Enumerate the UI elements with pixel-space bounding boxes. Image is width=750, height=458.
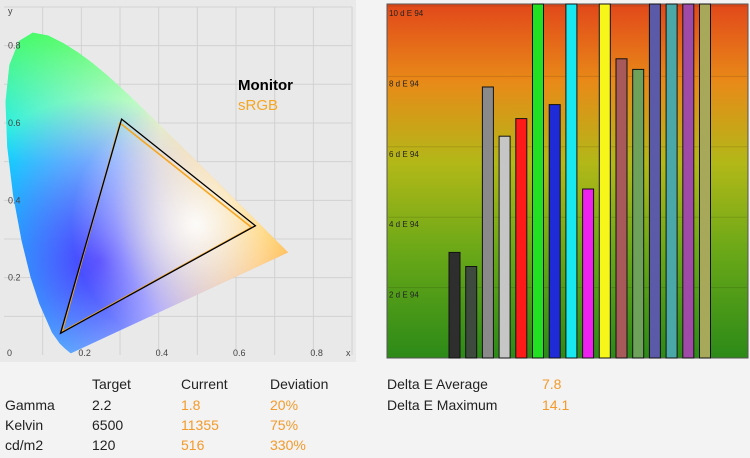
delta-e-average-label: Delta E Average (387, 376, 488, 392)
delta-e-maximum-value: 14.1 (542, 397, 570, 413)
delta-e-bar (465, 266, 478, 359)
delta-e-average-value: 7.8 (542, 376, 562, 392)
cie-y-tick-label: 0.6 (8, 118, 21, 128)
delta-e-bar (448, 251, 461, 359)
delta-e-bar (582, 188, 595, 359)
header-current: Current (181, 376, 228, 392)
gamma-deviation: 20% (270, 397, 299, 413)
legend-monitor: Monitor (238, 77, 293, 94)
luminance-deviation: 330% (270, 437, 306, 453)
row-label-kelvin: Kelvin (5, 417, 44, 433)
delta-e-y-tick-label: 10 d E 94 (389, 9, 424, 18)
legend-srgb: sRGB (238, 97, 278, 114)
cie-y-tick-label: 0.4 (8, 195, 21, 205)
delta-e-maximum-label: Delta E Maximum (387, 397, 498, 413)
delta-e-tick-labels: 2 d E 94 4 d E 94 6 d E 94 8 d E 94 10 d E 9… (389, 9, 424, 300)
gamma-current: 1.8 (181, 397, 201, 413)
cie-x-tick-label: 0 (7, 348, 12, 358)
row-label-luminance: cd/m2 (5, 437, 44, 453)
delta-e-y-tick-label: 6 d E 94 (389, 150, 419, 159)
delta-e-bar (565, 3, 578, 359)
kelvin-deviation: 75% (270, 417, 299, 433)
luminance-target: 120 (92, 437, 116, 453)
row-label-gamma: Gamma (5, 397, 55, 413)
cie-y-axis-label: y (8, 6, 13, 16)
gamma-target: 2.2 (92, 397, 112, 413)
header-target: Target (92, 376, 131, 392)
cie-y-tick-label: 0.8 (8, 41, 21, 51)
cie-chromaticity-chart: 0 0.2 0.4 0.6 0.8 0.2 0.4 0.6 0.8 x y Monitor sRGB (0, 0, 356, 362)
delta-e-bar-chart: 2 d E 94 4 d E 94 6 d E 94 8 d E 94 10 d E 9… (386, 3, 749, 359)
cie-x-tick-label: 0.6 (233, 348, 246, 358)
delta-e-bar (515, 118, 528, 359)
delta-e-y-tick-label: 2 d E 94 (389, 291, 419, 300)
delta-e-bar (665, 3, 678, 359)
cie-x-axis-label: x (346, 348, 351, 358)
delta-e-bar (548, 104, 561, 359)
cie-x-tick-label: 0.4 (156, 348, 169, 358)
delta-e-bar (598, 3, 611, 359)
delta-e-y-tick-label: 8 d E 94 (389, 79, 419, 88)
monitor-gamut-triangle (59, 117, 257, 335)
delta-e-bar (615, 58, 628, 359)
cie-x-tick-label: 0.2 (78, 348, 91, 358)
delta-e-bar (532, 3, 544, 359)
kelvin-current: 11355 (181, 417, 219, 433)
delta-e-bars (448, 3, 711, 359)
luminance-current: 516 (181, 437, 205, 453)
kelvin-target: 6500 (92, 417, 124, 433)
delta-e-bar (682, 3, 695, 359)
delta-e-bar (481, 86, 494, 359)
delta-e-bar (632, 68, 645, 359)
delta-e-bar (699, 3, 711, 359)
cie-y-tick-label: 0.2 (8, 273, 21, 283)
cie-x-tick-label: 0.8 (310, 348, 323, 358)
delta-e-y-tick-label: 4 d E 94 (389, 220, 419, 229)
delta-e-bar (498, 135, 511, 359)
delta-e-bar (648, 3, 661, 359)
cie-axis-ticks: 0 0.2 0.4 0.6 0.8 0.2 0.4 0.6 0.8 x y (7, 6, 351, 358)
header-deviation: Deviation (270, 376, 329, 392)
